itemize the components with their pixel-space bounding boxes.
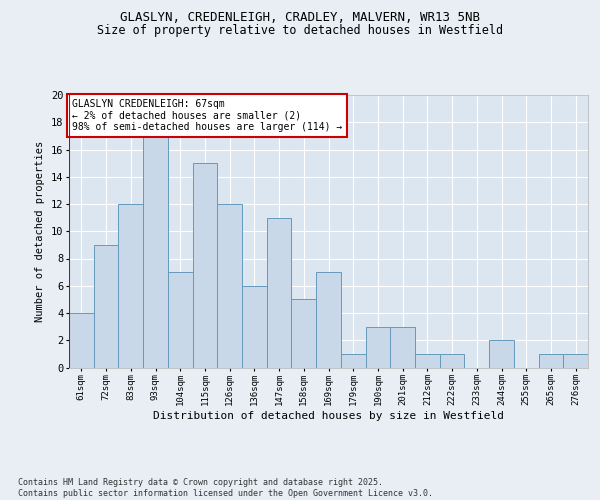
Bar (143, 136, 168, 368)
Bar (563, 354, 588, 368)
Bar (316, 272, 341, 368)
Bar (193, 163, 217, 368)
Text: Contains HM Land Registry data © Crown copyright and database right 2025.
Contai: Contains HM Land Registry data © Crown c… (18, 478, 433, 498)
Bar (415, 354, 440, 368)
Bar (489, 340, 514, 367)
Y-axis label: Number of detached properties: Number of detached properties (35, 140, 46, 322)
Bar (341, 354, 365, 368)
Bar (69, 313, 94, 368)
Bar (292, 300, 316, 368)
Text: GLASLYN CREDENLEIGH: 67sqm
← 2% of detached houses are smaller (2)
98% of semi-d: GLASLYN CREDENLEIGH: 67sqm ← 2% of detac… (71, 99, 342, 132)
Bar (267, 218, 292, 368)
Text: Size of property relative to detached houses in Westfield: Size of property relative to detached ho… (97, 24, 503, 37)
Bar (168, 272, 193, 368)
Bar (440, 354, 464, 368)
Bar (365, 326, 390, 368)
Bar (242, 286, 267, 368)
Bar (217, 204, 242, 368)
Text: GLASLYN, CREDENLEIGH, CRADLEY, MALVERN, WR13 5NB: GLASLYN, CREDENLEIGH, CRADLEY, MALVERN, … (120, 11, 480, 24)
Bar (390, 326, 415, 368)
Bar (539, 354, 563, 368)
Bar (94, 245, 118, 368)
Bar (118, 204, 143, 368)
X-axis label: Distribution of detached houses by size in Westfield: Distribution of detached houses by size … (153, 411, 504, 421)
